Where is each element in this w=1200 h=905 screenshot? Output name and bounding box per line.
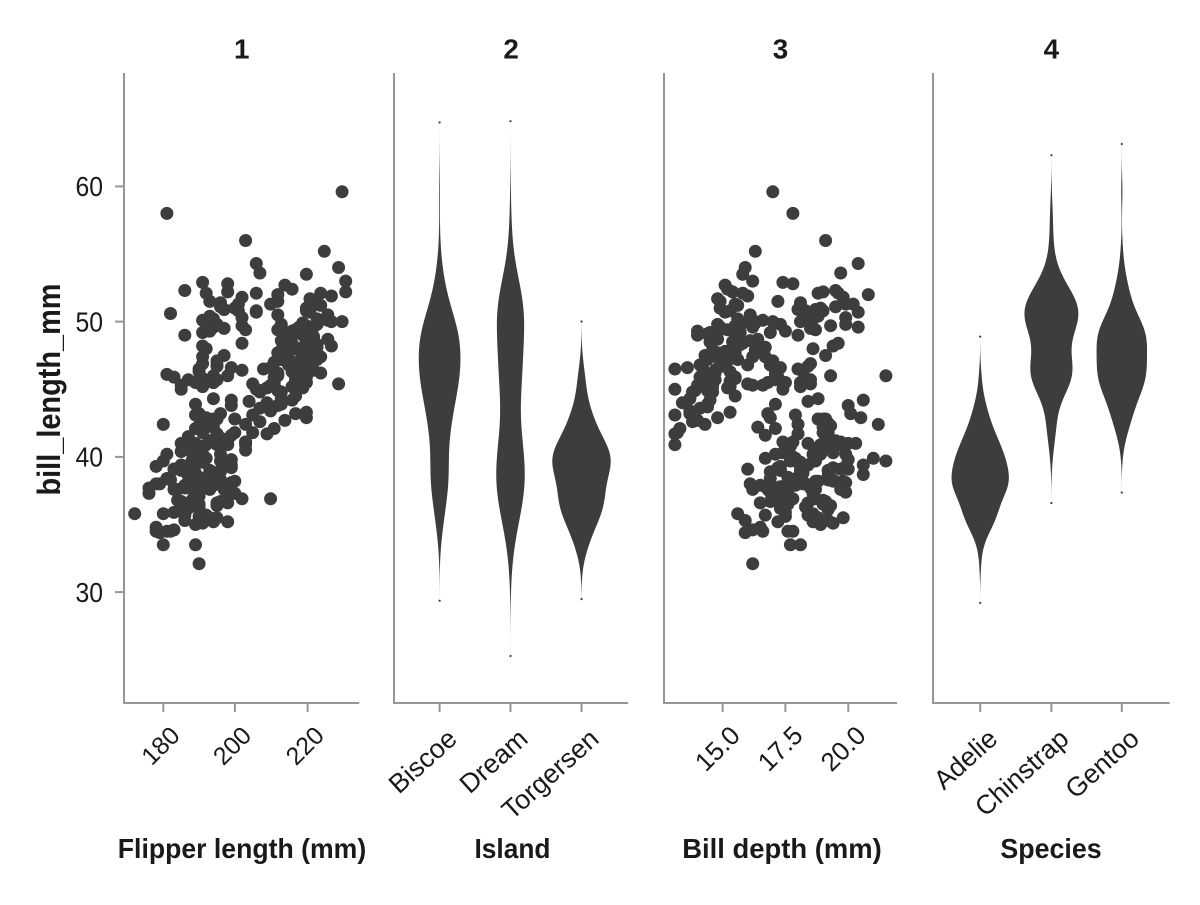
svg-text:50: 50 (76, 306, 104, 337)
svg-text:60: 60 (76, 171, 104, 202)
svg-text:Bill depth (mm): Bill depth (mm) (682, 833, 882, 864)
svg-text:Island: Island (475, 833, 551, 864)
svg-text:4: 4 (1044, 34, 1060, 65)
svg-text:Flipper length (mm): Flipper length (mm) (118, 833, 366, 864)
svg-text:bill_length_mm: bill_length_mm (31, 284, 67, 496)
svg-text:Species: Species (1000, 833, 1101, 864)
svg-text:3: 3 (773, 34, 788, 65)
svg-text:30: 30 (76, 577, 104, 608)
svg-text:1: 1 (234, 34, 249, 65)
svg-text:40: 40 (76, 442, 104, 473)
svg-text:2: 2 (503, 34, 518, 65)
